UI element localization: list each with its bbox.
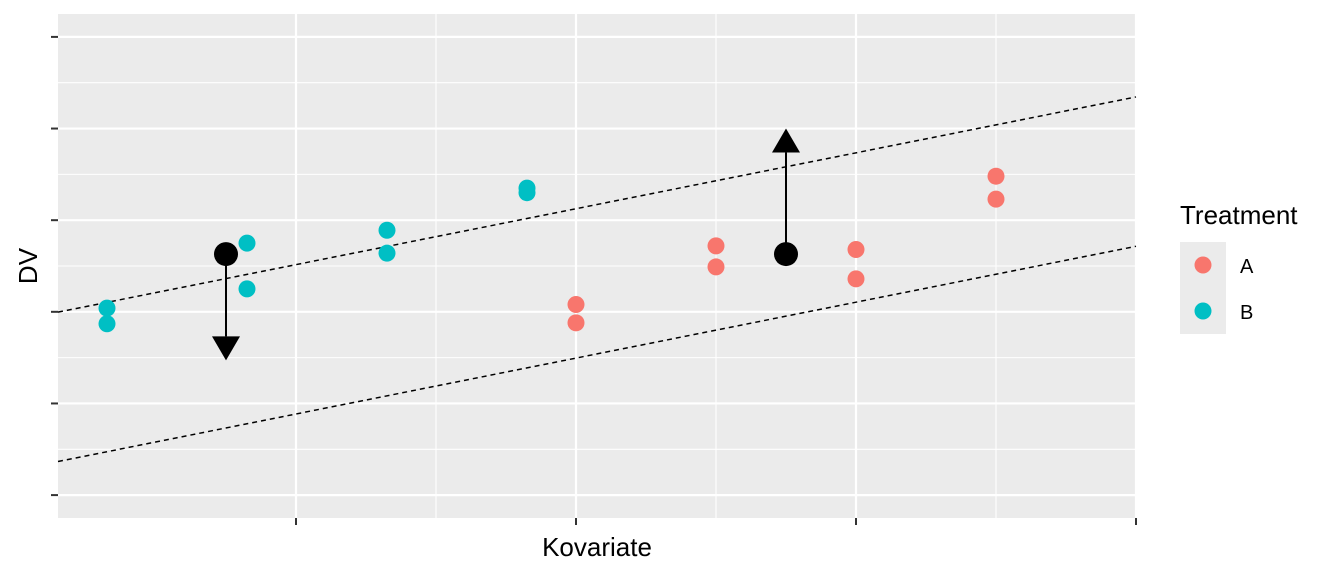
point-b xyxy=(98,315,116,333)
regression-line-b xyxy=(57,96,1137,313)
x-axis-ticks xyxy=(295,518,1137,525)
arrow-head xyxy=(772,128,800,153)
point-a xyxy=(707,258,725,276)
legend-key-b-dot xyxy=(1194,302,1212,320)
legend-label-b: B xyxy=(1240,302,1253,324)
point-a xyxy=(707,237,725,255)
adjusted-mean-point xyxy=(214,242,238,267)
point-a xyxy=(567,295,585,313)
point-a xyxy=(567,314,585,332)
point-a xyxy=(987,167,1005,185)
grid-major xyxy=(58,14,1138,518)
legend-key-a-dot xyxy=(1194,256,1212,274)
x-axis-title: Kovariate xyxy=(542,532,652,562)
data-points xyxy=(98,167,1005,333)
adjustment-arrows xyxy=(212,128,800,361)
regression-line-a xyxy=(57,245,1137,463)
point-b xyxy=(378,221,396,239)
regression-lines xyxy=(57,96,1137,463)
point-a xyxy=(847,270,865,288)
legend-label-a: A xyxy=(1240,256,1254,278)
point-b xyxy=(238,234,256,252)
arrow-head xyxy=(212,336,240,361)
legend-title: Treatment xyxy=(1180,200,1298,230)
adjusted-mean-point xyxy=(774,242,798,267)
point-b xyxy=(378,244,396,262)
adjusted-means xyxy=(214,242,798,267)
point-b xyxy=(238,280,256,298)
point-b xyxy=(518,184,536,202)
point-a xyxy=(987,190,1005,208)
point-b xyxy=(98,299,116,317)
y-axis-ticks xyxy=(51,35,58,497)
point-a xyxy=(847,241,865,259)
legend: Treatment A B xyxy=(1180,200,1298,334)
y-axis-title: DV xyxy=(13,247,43,284)
